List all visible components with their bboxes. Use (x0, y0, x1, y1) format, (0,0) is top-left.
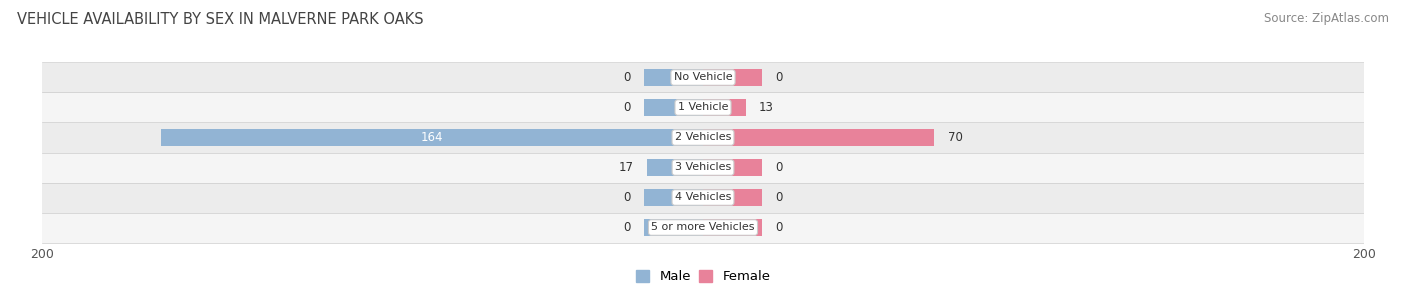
Text: VEHICLE AVAILABILITY BY SEX IN MALVERNE PARK OAKS: VEHICLE AVAILABILITY BY SEX IN MALVERNE … (17, 12, 423, 27)
Bar (42, 152, 1364, 182)
Text: Source: ZipAtlas.com: Source: ZipAtlas.com (1264, 12, 1389, 25)
Bar (647, 159, 703, 176)
Bar (703, 69, 762, 86)
Bar (703, 219, 762, 236)
Text: 13: 13 (759, 101, 775, 114)
Text: 0: 0 (623, 191, 630, 204)
Bar (42, 213, 1364, 242)
Text: 5 or more Vehicles: 5 or more Vehicles (651, 223, 755, 232)
Bar (42, 182, 1364, 213)
Text: 0: 0 (776, 71, 783, 84)
Bar (644, 69, 703, 86)
Bar (42, 63, 1364, 92)
Legend: Male, Female: Male, Female (630, 265, 776, 289)
Bar (703, 189, 762, 206)
Text: 164: 164 (420, 131, 443, 144)
Text: 0: 0 (776, 191, 783, 204)
Bar (644, 219, 703, 236)
Text: 3 Vehicles: 3 Vehicles (675, 163, 731, 173)
Bar (42, 92, 1364, 123)
Text: 0: 0 (776, 161, 783, 174)
Text: 0: 0 (623, 221, 630, 234)
Bar (703, 99, 747, 116)
Bar (644, 99, 703, 116)
Text: 70: 70 (948, 131, 962, 144)
Text: 0: 0 (623, 71, 630, 84)
Text: 0: 0 (623, 101, 630, 114)
Text: No Vehicle: No Vehicle (673, 73, 733, 82)
Bar (42, 123, 1364, 152)
Text: 4 Vehicles: 4 Vehicles (675, 192, 731, 203)
Text: 2 Vehicles: 2 Vehicles (675, 132, 731, 142)
Bar (703, 129, 934, 146)
Bar (644, 189, 703, 206)
Text: 17: 17 (619, 161, 634, 174)
Text: 0: 0 (776, 221, 783, 234)
Text: 1 Vehicle: 1 Vehicle (678, 102, 728, 113)
Bar (162, 129, 703, 146)
Bar (703, 159, 762, 176)
